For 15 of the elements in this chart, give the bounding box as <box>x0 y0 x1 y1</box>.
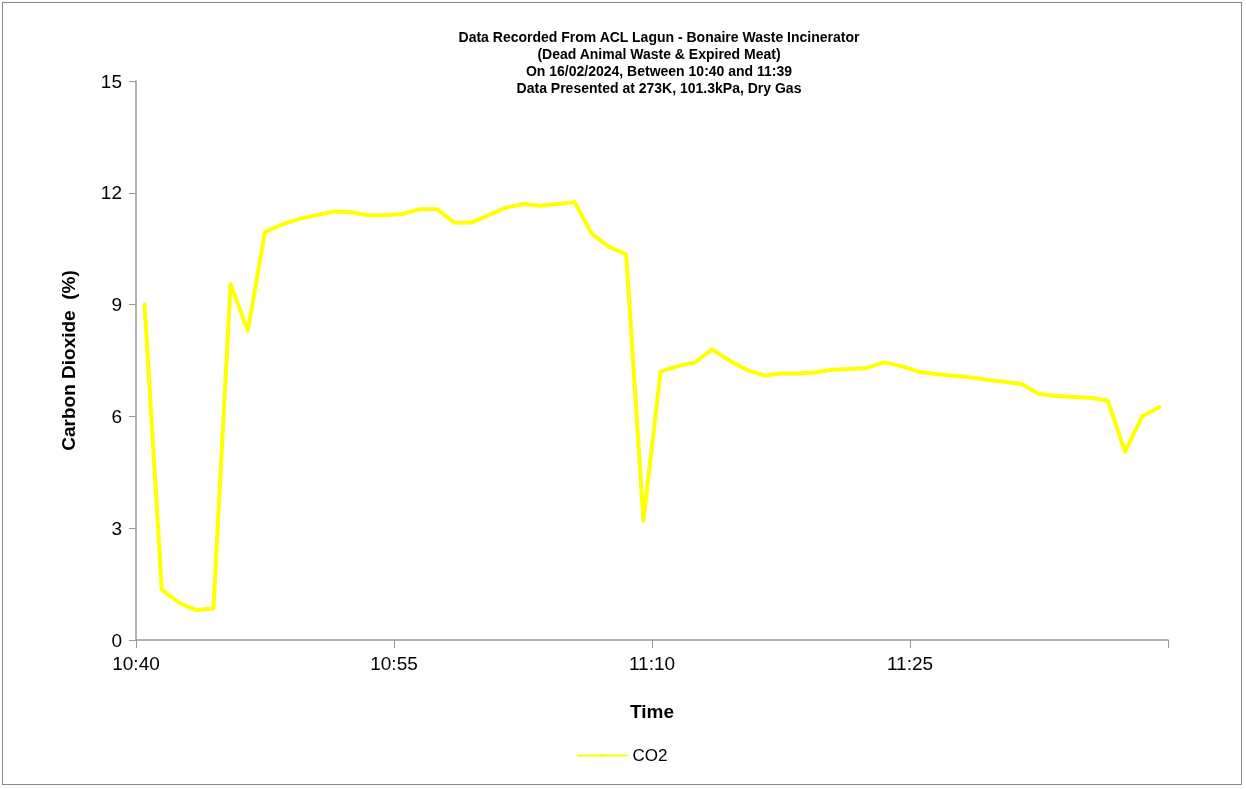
x-axis-title: Time <box>629 701 675 722</box>
y-tick-label: 3 <box>111 517 122 539</box>
x-tick-label: 11:10 <box>628 653 676 674</box>
legend-label: CO2 <box>632 746 668 765</box>
y-tick-label: 9 <box>111 294 122 316</box>
y-tick-label: 0 <box>111 629 122 651</box>
y-tick-label: 12 <box>100 182 122 204</box>
x-tick-label: 10:55 <box>370 653 418 674</box>
y-axis-title: Carbon Dioxide (%) <box>58 270 79 451</box>
line-series <box>142 200 1162 613</box>
y-tick-label: 15 <box>100 70 122 92</box>
chart-title: Data Recorded From ACL Lagun - Bonaire Waste Incinerator (Dead Animal Waste & Expired Meat) On 16/02/2024, Between 10:40 and 11:39 Data Presented at 273K, 101.3kPa, Dry Gas <box>458 28 860 96</box>
y-tick-label: 6 <box>111 405 122 427</box>
x-tick-label: 10:40 <box>112 653 160 674</box>
x-tick-label: 11:25 <box>886 653 934 674</box>
